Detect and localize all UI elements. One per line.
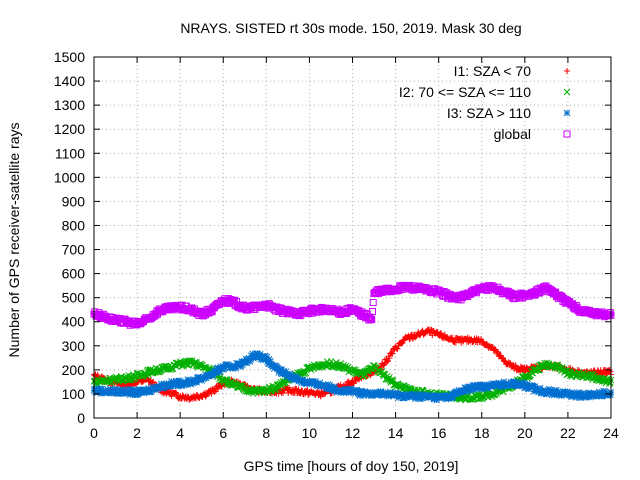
x-tick-label: 0 — [90, 425, 98, 441]
data-point — [384, 358, 391, 365]
data-point — [515, 367, 522, 374]
data-layer — [90, 281, 615, 404]
data-point — [353, 377, 360, 384]
data-point — [132, 374, 139, 382]
x-tick-label: 14 — [388, 425, 404, 441]
y-tick-label: 800 — [62, 217, 86, 233]
data-point — [366, 315, 374, 323]
data-point — [331, 362, 339, 370]
data-point — [173, 391, 180, 398]
series-2 — [90, 350, 615, 404]
data-point — [494, 349, 501, 356]
y-tick-label: 1000 — [54, 169, 85, 185]
legend: I1: SZA < 70 I2: 70 <= SZA <= 110 I3: SZA … — [399, 63, 571, 142]
data-point — [606, 379, 614, 386]
y-tick-label: 200 — [62, 362, 86, 378]
data-point — [302, 369, 310, 377]
x-tick-label: 2 — [133, 425, 141, 441]
data-point — [179, 392, 186, 399]
data-point — [517, 368, 524, 375]
data-point — [295, 386, 302, 393]
data-point — [222, 380, 230, 388]
y-tick-label: 1400 — [54, 73, 85, 89]
legend-label-1: I2: 70 <= SZA <= 110 — [399, 84, 531, 100]
x-tick-label: 4 — [176, 425, 184, 441]
legend-marker-3 — [563, 130, 571, 138]
data-point — [572, 302, 580, 310]
y-tick-label: 300 — [62, 338, 86, 354]
data-point — [288, 389, 295, 396]
x-tick-label: 10 — [302, 425, 318, 441]
data-point — [301, 370, 308, 378]
data-point — [369, 299, 377, 307]
y-tick-label: 1100 — [55, 145, 85, 161]
y-tick-label: 1300 — [54, 97, 85, 113]
data-point — [212, 388, 219, 395]
data-point — [398, 340, 405, 347]
data-point — [379, 370, 387, 378]
data-point — [606, 310, 614, 318]
x-tick-label: 12 — [345, 425, 361, 441]
data-point — [204, 391, 211, 398]
legend-marker-2 — [563, 109, 571, 117]
data-point — [368, 307, 376, 315]
data-point — [386, 355, 393, 362]
grid — [94, 57, 611, 418]
data-point — [345, 378, 352, 385]
x-tick-label: 24 — [603, 425, 619, 441]
x-tick-label: 8 — [262, 425, 270, 441]
x-axis-label: GPS time [hours of doy 150, 2019] — [244, 458, 459, 474]
data-point — [384, 357, 391, 364]
legend-marker-0 — [564, 68, 570, 74]
data-point — [499, 354, 506, 361]
data-point — [500, 357, 507, 364]
data-point — [300, 391, 307, 398]
legend-label-3: global — [494, 126, 531, 142]
y-axis-label: Number of GPS receiver-satellite rays — [6, 123, 22, 358]
y-tick-label: 500 — [62, 290, 86, 306]
y-tick-label: 700 — [62, 242, 86, 258]
data-point — [409, 335, 416, 342]
legend-marker-1 — [563, 88, 571, 96]
y-tick-label: 600 — [62, 266, 86, 282]
x-tick-label: 16 — [431, 425, 447, 441]
data-point — [441, 331, 448, 338]
y-tick-label: 400 — [62, 314, 86, 330]
data-point — [94, 372, 101, 379]
data-point — [389, 350, 396, 357]
data-point — [399, 339, 406, 346]
y-tick-label: 1500 — [54, 49, 85, 65]
chart-title: NRAYS. SISTED rt 30s mode. 150, 2019. Ma… — [180, 20, 521, 36]
data-point — [506, 359, 513, 366]
data-point — [388, 349, 395, 356]
data-point — [452, 339, 459, 346]
y-ticks: 0 100 200 300 400 500 600 700 800 900 1000 1100 1200… — [54, 49, 611, 426]
legend-label-2: I3: SZA > 110 — [447, 105, 531, 121]
y-tick-label: 900 — [62, 193, 86, 209]
series-3 — [90, 281, 615, 329]
data-point — [438, 330, 445, 337]
y-tick-label: 100 — [62, 386, 86, 402]
data-point — [478, 338, 485, 345]
x-ticks: 0 2 4 6 8 10 12 14 16 18 20 22 24 — [90, 57, 619, 441]
x-tick-label: 6 — [219, 425, 227, 441]
data-point — [394, 345, 401, 352]
x-tick-label: 20 — [517, 425, 533, 441]
data-point — [368, 316, 376, 324]
x-tick-label: 18 — [474, 425, 490, 441]
y-tick-label: 0 — [77, 410, 85, 426]
y-tick-label: 1200 — [54, 121, 85, 137]
x-tick-label: 22 — [560, 425, 576, 441]
legend-label-0: I1: SZA < 70 — [454, 63, 532, 79]
